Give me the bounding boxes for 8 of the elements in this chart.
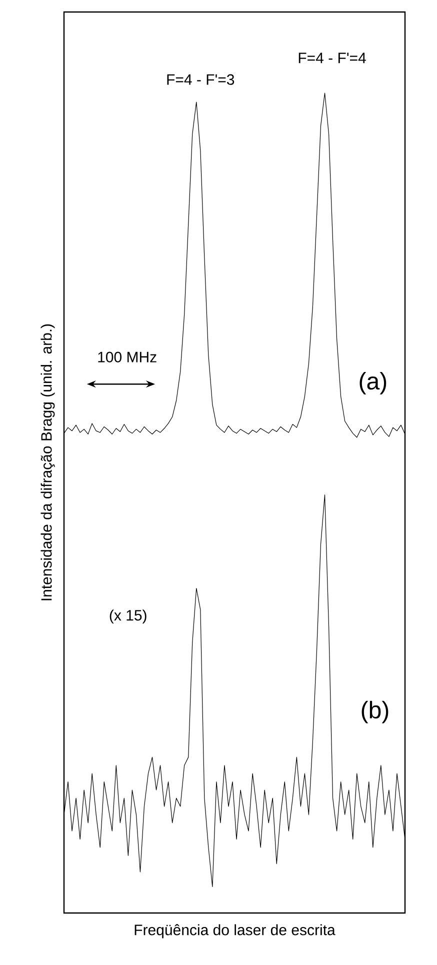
text: F=4 - F'=3	[167, 74, 234, 85]
annotation: (x 15)	[110, 610, 146, 624]
annotation: (b)	[362, 700, 388, 724]
x-axis-title: Freqüência do laser de escrita	[134, 924, 336, 938]
annotation: 100 MHz	[98, 352, 156, 362]
text: F=4 - F'=4	[298, 52, 366, 64]
annotation: (a)	[360, 372, 386, 394]
y-axis-title: Intensidade da difração Bragg (unid. arb.)	[40, 324, 55, 600]
